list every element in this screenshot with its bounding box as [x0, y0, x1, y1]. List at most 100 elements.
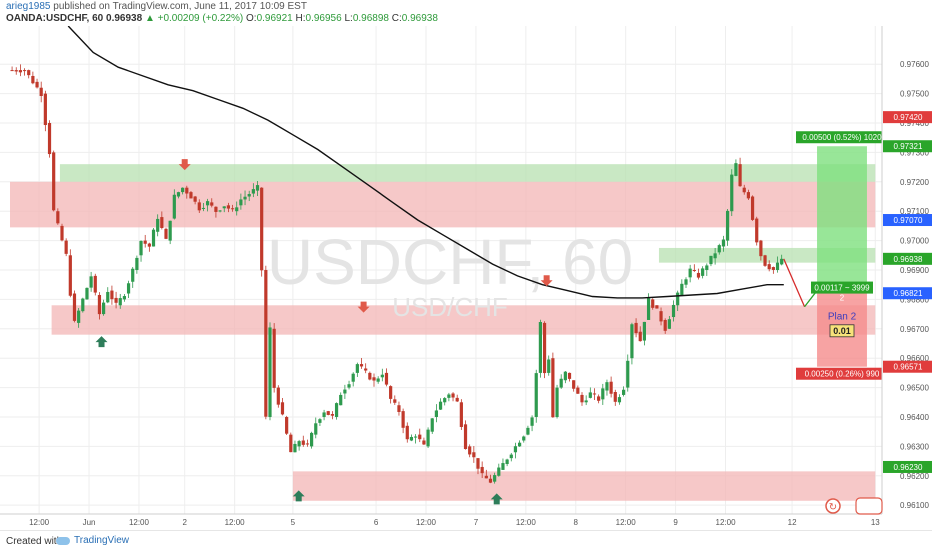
candle-body: [622, 389, 626, 395]
candle-body: [484, 475, 488, 479]
moving-average-line: [67, 26, 784, 299]
candle-body: [476, 458, 480, 469]
low-value: 0.96898: [352, 13, 389, 24]
candle-body: [22, 70, 27, 72]
candle-body: [85, 287, 89, 300]
candle-body: [368, 372, 372, 380]
candle-body: [201, 207, 206, 209]
candle-body: [542, 322, 547, 374]
candle-body: [397, 405, 401, 412]
candle-body: [592, 393, 597, 395]
candle-body: [293, 443, 297, 453]
x-tick-label: 9: [673, 518, 678, 527]
low-label: L:: [344, 13, 353, 24]
ohlc-legend: OANDA:USDCHF, 60 0.96938 ▲ +0.00209 (+0.…: [6, 13, 438, 25]
price-chart[interactable]: USDCHF, 60 USD/CHF 0.00500 (0.52%) 10200…: [0, 26, 932, 530]
candle-body: [143, 240, 147, 244]
candle-body: [380, 374, 384, 378]
candle-body: [688, 268, 692, 278]
candle-body: [47, 123, 52, 155]
y-tick-label: 0.97300: [900, 148, 929, 157]
price-label-bg: [883, 214, 932, 227]
candle-body: [455, 397, 459, 402]
price-axis[interactable]: 0.97600 0.97500 0.97400 0.97300 0.97200 0.971…: [881, 26, 932, 514]
candle-body: [222, 206, 226, 209]
candle-body: [355, 364, 359, 373]
price-axis-bg: [882, 26, 932, 514]
candle-body: [27, 70, 31, 76]
candle-body: [264, 270, 268, 417]
arrow-down-icon: [540, 275, 553, 287]
alert-icon[interactable]: [825, 498, 841, 514]
candle-body: [634, 322, 638, 334]
candle-body: [297, 441, 301, 447]
y-tick-label: 0.96600: [900, 354, 929, 363]
candle-body: [10, 70, 14, 72]
candle-body: [72, 293, 77, 321]
arrow-up-icon: [490, 493, 503, 505]
candle-body: [513, 446, 518, 453]
candle-body: [126, 283, 131, 294]
candle-body: [151, 229, 156, 247]
candle-body: [210, 202, 214, 206]
x-tick-label: 12:00: [29, 518, 50, 527]
mid-label-bg: [811, 281, 873, 294]
y-tick-label: 0.97100: [900, 207, 929, 216]
candle-body: [588, 392, 592, 398]
candle-body: [118, 298, 122, 306]
candle-body: [609, 381, 613, 394]
candle-body: [626, 360, 630, 388]
candle-body: [114, 297, 118, 303]
candle-body: [347, 384, 351, 388]
candle-body: [505, 459, 509, 465]
candle-body: [563, 371, 567, 381]
candle-body: [738, 164, 742, 187]
corner-badges: ↻: [825, 497, 883, 515]
x-tick-label: 6: [374, 518, 379, 527]
x-tick-label: 2: [182, 518, 187, 527]
price-label-bg: [883, 111, 932, 124]
candle-body: [671, 304, 676, 318]
open-value: 0.96921: [256, 13, 293, 24]
candle-body: [81, 298, 85, 312]
candle-body: [31, 75, 35, 84]
candle-body: [189, 192, 193, 199]
candle-body: [497, 467, 501, 476]
candle-body: [771, 267, 775, 270]
candle-body: [330, 414, 334, 416]
candle-body: [746, 192, 750, 199]
candle-body: [759, 240, 763, 257]
price-label: 0.96230: [894, 463, 923, 472]
tradingview-logo[interactable]: TradingView: [56, 535, 129, 546]
time-axis[interactable]: 12:00 Jun 12:00 2 12:00 5 6 12:00 7 12:00 8 12:00 9 1…: [0, 513, 882, 527]
candle-body: [64, 240, 68, 254]
calendar-icon[interactable]: [855, 497, 883, 515]
candle-body: [642, 321, 646, 341]
candle-body: [18, 70, 22, 73]
candle-body: [218, 210, 222, 212]
candle-body: [409, 436, 414, 441]
candle-body: [164, 228, 168, 239]
published-text: published on TradingView.com, June 11, 2…: [53, 1, 307, 12]
candle-body: [730, 174, 734, 212]
candle-body: [638, 331, 642, 342]
candle-body: [684, 279, 688, 285]
candle-body: [305, 443, 310, 445]
candle-body: [734, 163, 738, 176]
y-tick-label: 0.96300: [900, 442, 929, 451]
candle-body: [235, 207, 239, 212]
y-tick-label: 0.96100: [900, 501, 929, 510]
price-label: 0.97321: [894, 142, 923, 151]
candle-body: [206, 201, 210, 206]
chart-header: arieg1985 published on TradingView.com, …: [0, 0, 932, 26]
candle-body: [713, 253, 717, 259]
author-link[interactable]: arieg1985: [6, 1, 51, 12]
candle-body: [39, 87, 43, 96]
candle-body: [422, 440, 426, 445]
candle-body: [721, 239, 726, 247]
tradingview-brand: TradingView: [74, 535, 130, 546]
price-label-bg: [883, 252, 932, 265]
candle-body: [289, 434, 293, 453]
candle-body: [193, 196, 197, 202]
